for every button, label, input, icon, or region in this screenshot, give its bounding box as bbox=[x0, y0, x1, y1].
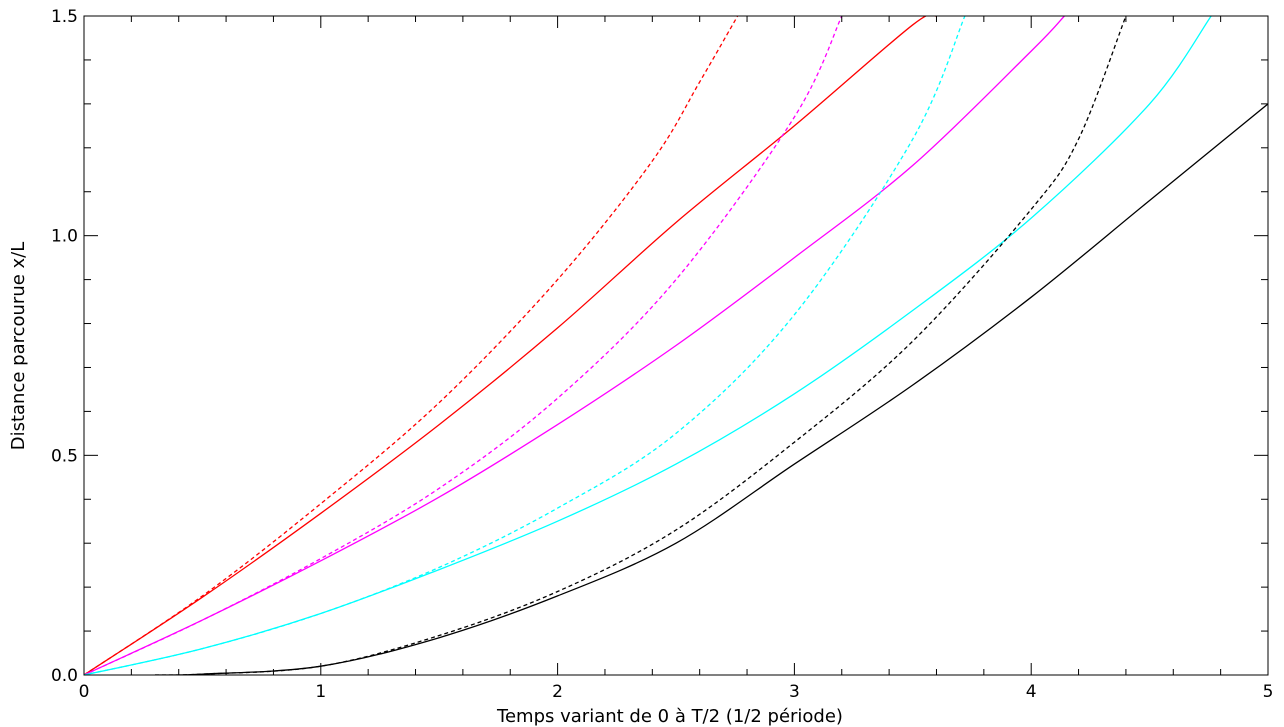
x-tick-label: 2 bbox=[552, 682, 563, 702]
series-line-7 bbox=[154, 103, 1268, 675]
series-line-3 bbox=[84, 16, 1065, 675]
x-tick-label: 1 bbox=[315, 682, 326, 702]
x-tick-label: 5 bbox=[1263, 682, 1274, 702]
y-tick-label: 0.5 bbox=[51, 446, 78, 466]
y-tick-label: 0.0 bbox=[51, 666, 78, 686]
series-line-6 bbox=[84, 16, 966, 675]
series-line-1 bbox=[84, 16, 937, 675]
axes-layer bbox=[83, 15, 1269, 676]
series-line-2 bbox=[84, 16, 739, 675]
series-line-4 bbox=[84, 16, 843, 675]
series-layer bbox=[84, 16, 1268, 675]
y-axis-title: Distance parcourue x/L bbox=[8, 242, 29, 451]
y-tick-label: 1.5 bbox=[51, 7, 78, 27]
y-tick-label: 1.0 bbox=[51, 227, 78, 247]
x-tick-label: 3 bbox=[789, 682, 800, 702]
x-axis-title: Temps variant de 0 à T/2 (1/2 période) bbox=[496, 706, 843, 727]
x-tick-label: 0 bbox=[79, 682, 90, 702]
plot-frame bbox=[83, 15, 1269, 676]
labels-layer: 0 1 2 3 4 5 0.0 0.5 1.0 1.5 bbox=[51, 7, 1273, 702]
series-line-5 bbox=[84, 16, 1212, 675]
x-tick-label: 4 bbox=[1026, 682, 1037, 702]
series-line-8 bbox=[154, 16, 1127, 675]
